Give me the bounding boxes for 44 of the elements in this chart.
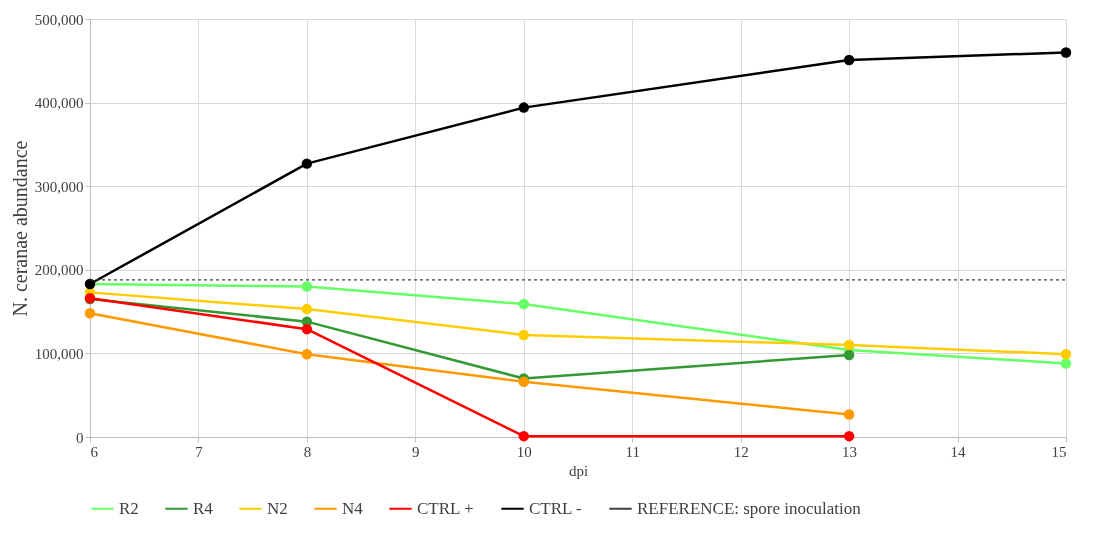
- point: [1060, 349, 1072, 360]
- point: [1060, 358, 1072, 369]
- point: [518, 329, 530, 341]
- y-tick-label: 100,000: [34, 345, 84, 362]
- point: [301, 323, 313, 335]
- point: [301, 158, 313, 169]
- point: [301, 281, 313, 292]
- point: [843, 349, 855, 361]
- x-tick-label: 14: [950, 443, 967, 460]
- x-tick-label: 9: [412, 443, 420, 460]
- x-tick-label: 13: [842, 443, 858, 460]
- legend-label: CTRL -: [529, 498, 583, 518]
- y-tick-label: 500,000: [34, 11, 84, 28]
- x-axis-title: dpi: [568, 462, 589, 479]
- y-tick-label: 200,000: [34, 262, 84, 279]
- point: [843, 339, 855, 351]
- point: [301, 349, 313, 360]
- legend-label: CTRL +: [417, 498, 474, 518]
- point: [843, 409, 855, 420]
- legend-label: R4: [193, 498, 214, 518]
- y-tick-label: 0: [76, 429, 84, 446]
- x-tick-label: 10: [516, 443, 532, 460]
- y-tick-label: 400,000: [34, 95, 84, 112]
- point: [1060, 47, 1072, 58]
- point: [301, 303, 313, 315]
- y-tick-label: 300,000: [34, 178, 84, 195]
- legend-label: N4: [342, 498, 364, 518]
- x-tick-label: 6: [90, 443, 99, 460]
- point: [518, 430, 530, 442]
- y-axis-title: N. ceranae abundance: [8, 140, 31, 317]
- legend-label: R2: [119, 498, 139, 518]
- x-tick-label: 7: [195, 443, 204, 460]
- point: [843, 54, 855, 66]
- point: [518, 102, 530, 113]
- x-tick-label: 8: [303, 443, 312, 460]
- x-tick-label: 11: [625, 443, 640, 460]
- x-tick-label: 15: [1051, 443, 1067, 460]
- point: [518, 298, 530, 310]
- point: [518, 376, 530, 388]
- point: [843, 430, 855, 442]
- legend-label: REFERENCE: spore inoculation: [637, 498, 862, 518]
- point: [84, 308, 96, 319]
- x-tick-label: 12: [733, 443, 749, 460]
- legend-label: N2: [267, 498, 288, 518]
